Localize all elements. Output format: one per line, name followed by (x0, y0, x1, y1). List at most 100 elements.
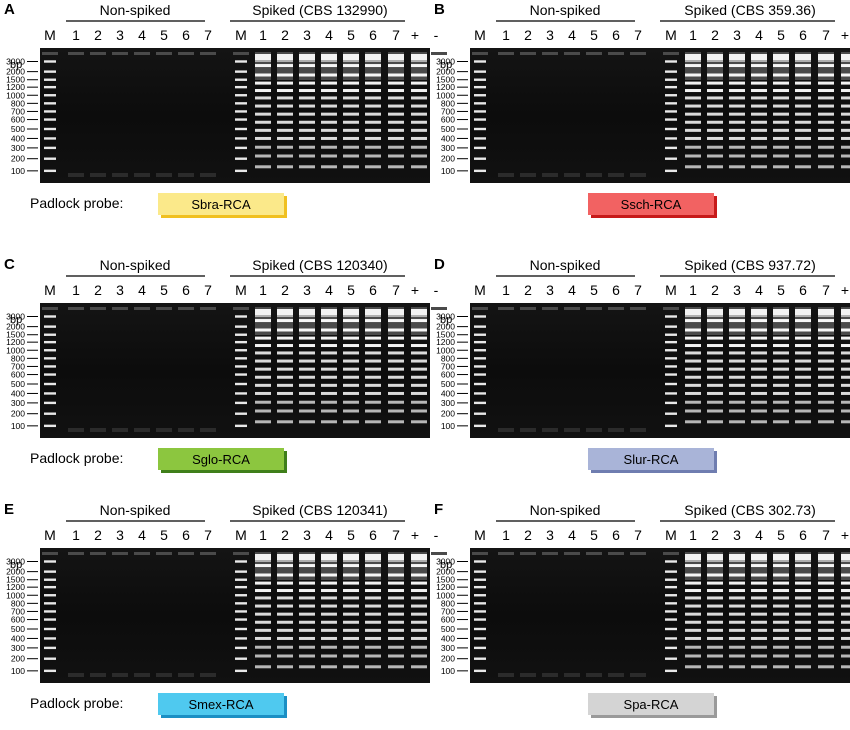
amplicon-band (411, 383, 427, 387)
probe-box (588, 193, 714, 215)
amplicon-band (388, 344, 404, 348)
amplicon-band (343, 89, 359, 93)
smear (685, 560, 701, 580)
gel-well (156, 307, 172, 310)
ladder-band (235, 146, 247, 150)
gel-well (321, 552, 337, 555)
well-signal (729, 54, 745, 62)
amplicon-band (343, 319, 359, 323)
ladder-size-label: 800 (11, 598, 25, 608)
amplicon-band (685, 612, 701, 616)
ladder-band (44, 357, 56, 360)
ladder-band (44, 669, 56, 673)
amplicon-band (365, 351, 381, 355)
amplicon-band (255, 596, 271, 600)
amplicon-band (343, 628, 359, 632)
amplicon-band (841, 636, 850, 640)
ladder-band (665, 349, 677, 352)
amplicon-band (277, 620, 293, 624)
faint-band (498, 173, 514, 177)
ladder-band (235, 157, 247, 160)
amplicon-band (707, 628, 723, 632)
amplicon-band (277, 73, 293, 77)
amplicon-band (773, 604, 789, 608)
amplicon-band (685, 620, 701, 624)
well-signal (411, 309, 427, 317)
lane-label-nonspiked: 6 (182, 282, 190, 298)
amplicon-band (388, 564, 404, 568)
ladder-size-label: 400 (441, 133, 455, 143)
probe-name: Sglo-RCA (192, 452, 250, 467)
lane-label-marker: M (235, 27, 247, 43)
amplicon-band (388, 665, 404, 669)
amplicon-band (277, 96, 293, 100)
ladder-band (44, 157, 56, 160)
ladder-size-label: 800 (441, 598, 455, 608)
ladder-band (235, 646, 247, 650)
lane-label-positive: + (411, 527, 419, 543)
amplicon-band (343, 344, 359, 348)
amplicon-band (729, 564, 745, 568)
amplicon-band (707, 165, 723, 169)
amplicon-band (773, 564, 789, 568)
amplicon-band (795, 645, 811, 649)
lane-label-spiked: 1 (259, 27, 267, 43)
lane-label-marker: M (44, 27, 56, 43)
amplicon-band (411, 409, 427, 413)
amplicon-band (818, 319, 834, 323)
amplicon-band (277, 81, 293, 85)
amplicon-band (773, 654, 789, 658)
well-signal (277, 54, 293, 62)
amplicon-band (299, 620, 315, 624)
amplicon-band (707, 604, 723, 608)
amplicon-band (388, 104, 404, 108)
ladder-band (44, 610, 56, 613)
amplicon-band (707, 612, 723, 616)
lane-label-spiked: 5 (347, 27, 355, 43)
smear (751, 60, 767, 80)
well-signal (411, 54, 427, 62)
well-signal (795, 54, 811, 62)
lane-label-marker: M (665, 27, 677, 43)
amplicon-band (321, 409, 337, 413)
amplicon-band (685, 645, 701, 649)
bp-unit-label: bp (440, 314, 452, 326)
amplicon-band (729, 165, 745, 169)
spiked-header: Spiked (CBS 120341) (252, 502, 387, 518)
amplicon-band (751, 628, 767, 632)
amplicon-band (773, 589, 789, 593)
amplicon-band (795, 336, 811, 340)
amplicon-band (321, 128, 337, 132)
amplicon-band (411, 104, 427, 108)
gel-well (411, 52, 427, 55)
amplicon-band (841, 319, 850, 323)
amplicon-band (707, 420, 723, 424)
amplicon-band (365, 581, 381, 585)
amplicon-band (751, 604, 767, 608)
gel-image (470, 303, 850, 438)
amplicon-band (411, 359, 427, 363)
amplicon-band (795, 128, 811, 132)
amplicon-band (365, 391, 381, 395)
gel-well (564, 52, 580, 55)
lane-label-negative: - (434, 27, 439, 43)
amplicon-band (841, 136, 850, 140)
amplicon-band (841, 351, 850, 355)
amplicon-band (818, 564, 834, 568)
ladder-size-label: 1000 (436, 90, 455, 100)
well-signal (299, 554, 315, 562)
bp-unit-label: bp (10, 59, 22, 71)
amplicon-band (751, 612, 767, 616)
amplicon-band (321, 344, 337, 348)
amplicon-band (795, 351, 811, 355)
ladder-band (44, 560, 56, 563)
ladder-band (474, 618, 486, 621)
gel-well (321, 52, 337, 55)
amplicon-band (773, 383, 789, 387)
amplicon-band (707, 391, 723, 395)
amplicon-band (299, 145, 315, 149)
lane-label-spiked: 7 (822, 27, 830, 43)
probe-name: Smex-RCA (188, 697, 253, 712)
amplicon-band (255, 120, 271, 124)
ladder-size-label: 200 (441, 154, 455, 164)
